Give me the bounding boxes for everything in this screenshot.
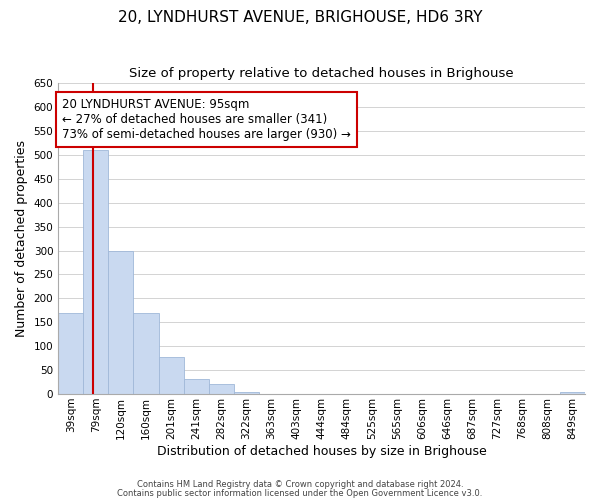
Bar [560, 392, 585, 394]
Bar [209, 384, 234, 394]
Bar [83, 150, 109, 394]
Text: Contains HM Land Registry data © Crown copyright and database right 2024.: Contains HM Land Registry data © Crown c… [137, 480, 463, 489]
Y-axis label: Number of detached properties: Number of detached properties [15, 140, 28, 337]
Text: 20, LYNDHURST AVENUE, BRIGHOUSE, HD6 3RY: 20, LYNDHURST AVENUE, BRIGHOUSE, HD6 3RY [118, 10, 482, 25]
Bar [234, 392, 259, 394]
Bar [58, 312, 83, 394]
Bar [184, 378, 209, 394]
Text: 20 LYNDHURST AVENUE: 95sqm
← 27% of detached houses are smaller (341)
73% of sem: 20 LYNDHURST AVENUE: 95sqm ← 27% of deta… [62, 98, 351, 142]
Bar [133, 312, 158, 394]
Bar [158, 356, 184, 394]
Bar [109, 250, 133, 394]
Title: Size of property relative to detached houses in Brighouse: Size of property relative to detached ho… [129, 68, 514, 80]
Text: Contains public sector information licensed under the Open Government Licence v3: Contains public sector information licen… [118, 489, 482, 498]
X-axis label: Distribution of detached houses by size in Brighouse: Distribution of detached houses by size … [157, 444, 487, 458]
